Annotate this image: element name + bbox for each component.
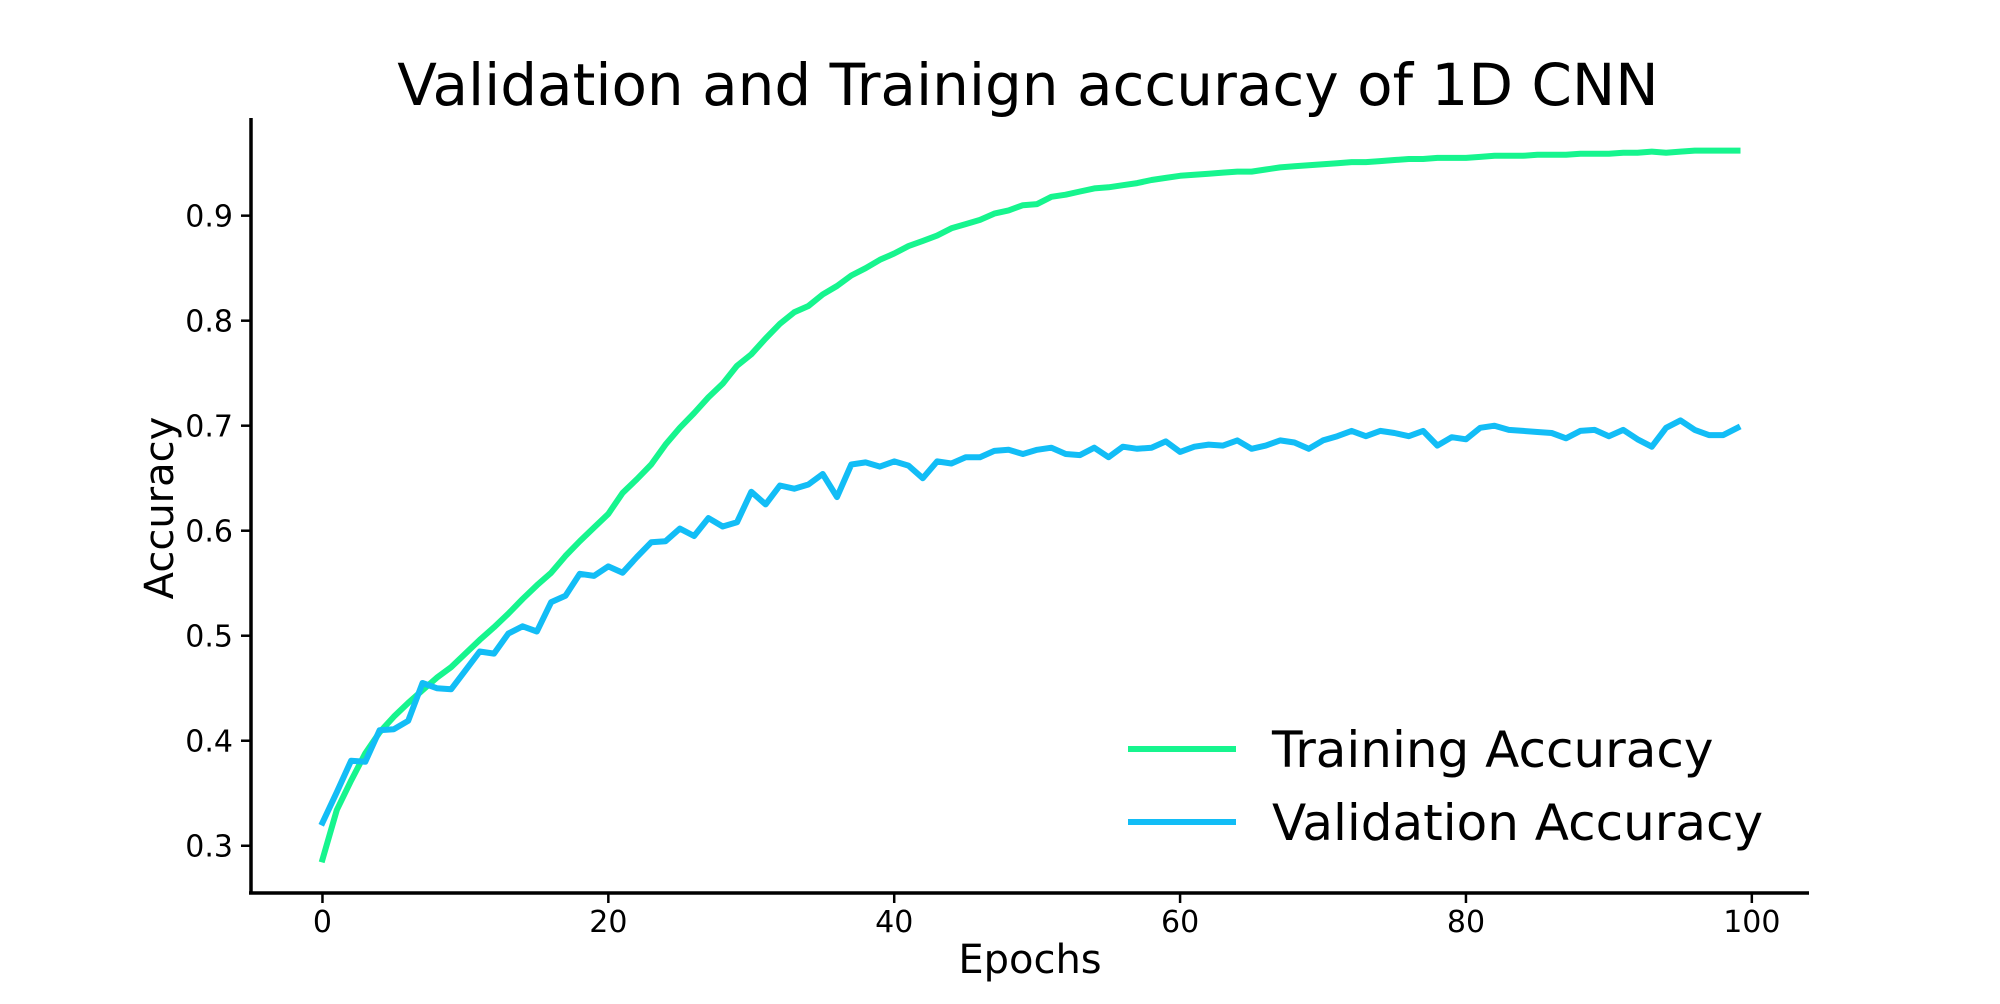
series-line-validation-accuracy	[318, 417, 1742, 827]
y-tick-label: 0.3	[185, 830, 233, 865]
y-ticks: 0.3 0.4 0.5 0.6 0.7 0.8 0.9	[185, 200, 251, 865]
x-axis-label: Epochs	[958, 937, 1101, 983]
series-lines	[318, 147, 1742, 864]
y-tick-label: 0.4	[185, 725, 233, 760]
x-ticks: 0 20 40 60 80 100	[313, 893, 1780, 940]
x-tick-label: 80	[1447, 905, 1485, 940]
y-axis-label: Accuracy	[137, 417, 183, 600]
chart-title: Validation and Trainign accuracy of 1D C…	[397, 51, 1658, 119]
series-line-training-accuracy	[318, 147, 1741, 864]
y-tick-label: 0.6	[185, 515, 233, 550]
x-tick-label: 20	[589, 905, 627, 940]
y-tick-label: 0.5	[185, 620, 233, 655]
x-tick-label: 100	[1723, 905, 1780, 940]
x-tick-label: 40	[875, 905, 913, 940]
y-tick-label: 0.8	[185, 305, 233, 340]
legend-label: Training Accuracy	[1271, 721, 1713, 779]
y-tick-label: 0.7	[185, 410, 233, 445]
legend-label: Validation Accuracy	[1272, 794, 1763, 852]
y-tick-label: 0.9	[185, 200, 233, 235]
legend: Training Accuracy Validation Accuracy	[1128, 721, 1763, 852]
x-tick-label: 60	[1161, 905, 1199, 940]
x-tick-label: 0	[313, 905, 332, 940]
